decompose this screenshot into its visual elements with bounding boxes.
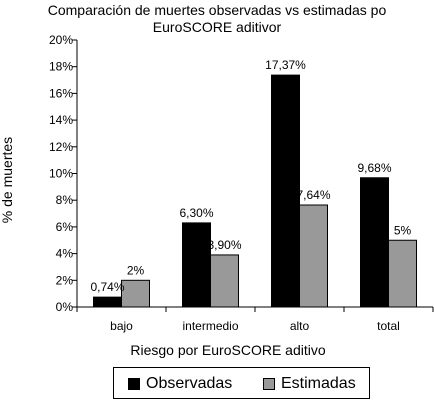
data-label: 3,90%	[207, 238, 241, 252]
y-tick-label: 14%	[49, 113, 73, 127]
data-label: 2%	[127, 263, 145, 277]
legend-item-observadas: Observadas	[128, 375, 232, 393]
data-label: 6,30%	[179, 206, 213, 220]
legend-swatch-estimadas	[263, 378, 275, 390]
legend-label-observadas: Observadas	[146, 375, 233, 392]
x-tick-label: bajo	[110, 319, 133, 333]
data-label: 0,74%	[90, 280, 124, 294]
y-axis: 0% 2% 4% 6% 8% 10% 12% 14% 16% 18% 20%	[49, 33, 78, 314]
y-axis-label: % de muertes	[0, 137, 15, 223]
data-label: 7,64%	[296, 188, 330, 202]
y-tick-label: 10%	[49, 167, 73, 181]
data-label: 9,68%	[357, 161, 391, 175]
bar-estimadas-alto	[299, 204, 328, 308]
data-label: 17,37%	[265, 58, 306, 72]
x-tick-label: alto	[290, 319, 310, 333]
data-labels: 0,74%2% 6,30% 3,90% 17,37% 7,64% 9,68% 5%	[90, 58, 411, 294]
legend-item-estimadas: Estimadas	[263, 375, 356, 393]
bar-estimadas-intermedio	[210, 254, 239, 308]
legend: Observadas Estimadas	[113, 367, 370, 399]
bars	[93, 74, 417, 308]
bar-observadas-intermedio	[182, 222, 211, 308]
x-tick-label: intermedio	[182, 319, 238, 333]
y-tick-label: 8%	[56, 193, 74, 207]
x-tick-label: total	[377, 319, 400, 333]
y-tick-label: 6%	[56, 220, 74, 234]
bar-observadas-bajo	[93, 296, 122, 308]
bar-estimadas-total	[388, 239, 417, 308]
y-tick-label: 12%	[49, 140, 73, 154]
chart-title-line-1: Comparación de muertes observadas vs est…	[47, 2, 387, 18]
y-tick-label: 18%	[49, 60, 73, 74]
bar-observadas-total	[360, 177, 389, 308]
y-tick-label: 0%	[56, 300, 74, 314]
y-tick-label: 4%	[56, 247, 74, 261]
x-axis: bajo intermedio alto total	[76, 306, 434, 333]
y-tick-label: 20%	[49, 33, 73, 47]
bar-observadas-alto	[271, 74, 300, 308]
y-tick-label: 16%	[49, 86, 73, 100]
data-label: 5%	[394, 223, 412, 237]
bar-estimadas-bajo	[121, 279, 150, 308]
x-axis-label: Riesgo por EuroSCORE aditivo	[130, 342, 326, 358]
chart-title-line-2: EuroSCORE aditivor	[152, 19, 282, 35]
y-tick-label: 2%	[56, 273, 74, 287]
legend-swatch-observadas	[128, 378, 140, 390]
legend-label-estimadas: Estimadas	[281, 375, 356, 392]
